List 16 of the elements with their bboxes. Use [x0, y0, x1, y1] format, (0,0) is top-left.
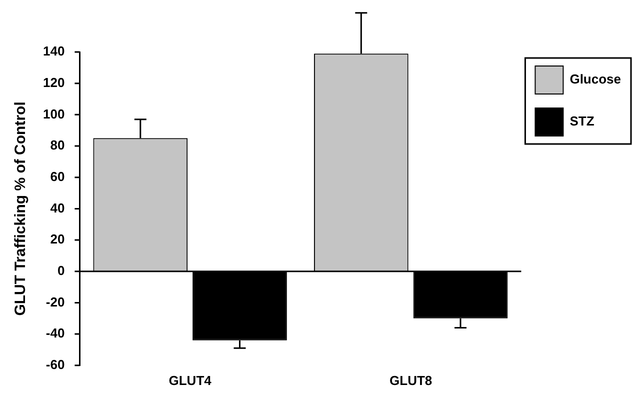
x-tick-label: GLUT4 — [168, 372, 212, 388]
y-tick-label: 140 — [42, 44, 65, 59]
y-tick-label: 120 — [42, 74, 65, 90]
y-axis-title: GLUT Trafficking % of Control — [12, 102, 30, 316]
y-tick-label: -60 — [46, 356, 65, 372]
legend-label: Glucose — [570, 72, 621, 87]
y-tick-label: 80 — [50, 138, 65, 153]
legend-label: STZ — [570, 114, 594, 129]
y-tick-label: 0 — [57, 262, 65, 278]
y-tick-label: 60 — [50, 168, 65, 184]
y-tick-label: 100 — [42, 106, 65, 122]
y-tick-label: 40 — [50, 200, 65, 216]
y-tick-label: -40 — [46, 326, 65, 341]
y-tick-label: -20 — [46, 294, 65, 310]
x-tick-label: GLUT8 — [390, 372, 432, 388]
y-tick-label: 20 — [50, 232, 65, 247]
